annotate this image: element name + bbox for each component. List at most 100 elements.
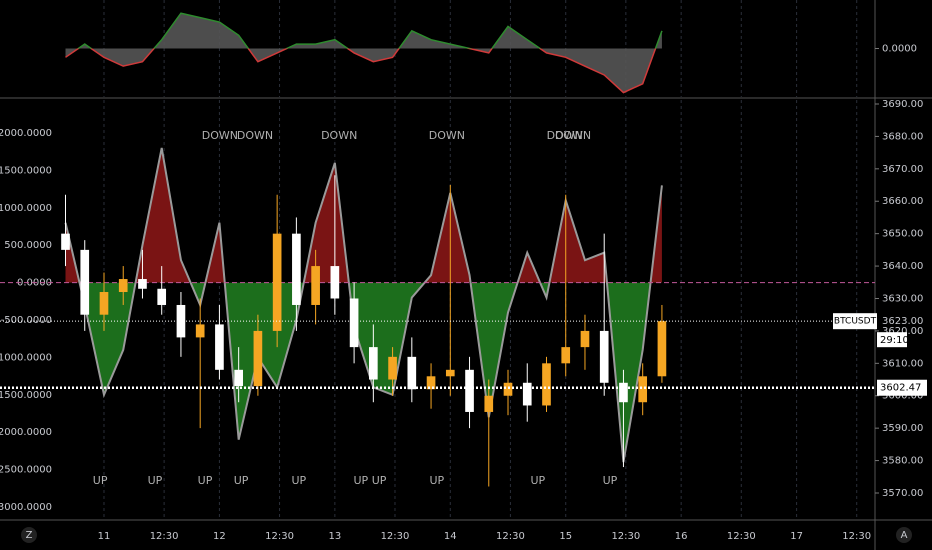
candle-body [234,369,243,387]
x-tick-label: 12 [213,531,226,542]
candle-body [61,233,70,250]
y2-tick-label: 3660.00 [882,196,923,207]
icon[interactable] [21,527,37,543]
x-tick-label: 15 [559,531,572,542]
x-tick-label: 12:30 [842,531,871,542]
price-tag [833,313,877,330]
candle-body [388,356,397,380]
y2-tick-label: 3590.00 [882,423,923,434]
y-tick-label: 1500.0000 [0,165,52,176]
candle-body [465,369,474,412]
price-name: BTCUSDT [834,317,877,327]
candle-body [542,363,551,406]
y-tick-label: -3000.0000 [0,502,52,513]
y-tick-label: -2500.0000 [0,465,52,476]
y2-tick-label: 3600.00 [882,391,923,402]
y-tick-label: -2000.0000 [0,427,52,438]
candle-body [484,395,494,412]
signal-label: UP [530,474,545,487]
candle-body [157,288,167,305]
candle-body [215,324,224,370]
candle-body [657,321,667,377]
x-tick-label: 12:30 [150,531,179,542]
y-tick-label: 500.0000 [4,240,52,251]
candle-body [619,382,628,403]
candle-body [99,292,109,315]
y-tick-label: -1500.0000 [0,390,52,401]
signal-label: DOWN [547,129,583,142]
candle-body [407,356,417,390]
x-tick-label: 12:30 [727,531,756,542]
candle-body [80,249,90,315]
signal-label: UP [353,474,368,487]
signal-label: UP [291,474,306,487]
icon-label[interactable]: Z [26,530,33,541]
y2-tick-label: 3630.00 [882,293,923,304]
y2-tick-label: 3650.00 [882,229,923,240]
candle-body [311,266,320,305]
signal-label: UP [603,474,618,487]
y2-tick-label: 3570.00 [882,488,923,499]
x-tick-label: 12:30 [611,531,640,542]
x-tick-label: 11 [98,531,111,542]
line-positive [77,12,663,49]
signal-label: UP [148,474,163,487]
y-tick-label: -500.0000 [1,315,52,326]
signal-label: UP [234,474,249,487]
signal-label: UP [429,474,444,487]
y2-tick-label: 3680.00 [882,131,923,142]
signal-label: DOWN [202,129,238,142]
icon[interactable] [896,527,912,543]
candle-body [503,382,513,396]
candle-body [138,279,147,289]
candle-body [426,376,436,390]
candle-body [349,298,359,348]
level-tag [877,379,927,396]
countdown-tag [877,332,907,348]
x-tick-label: 14 [444,531,457,542]
y2-tick-label: 3690.00 [882,99,923,110]
countdown: 29:10 [880,335,909,346]
y2-tick-label: 3670.00 [882,164,923,175]
y-tick-label: -1000.0000 [0,352,52,363]
oscillator-negative [65,282,662,463]
candle-body [580,330,590,348]
x-tick-label: 16 [675,531,688,542]
candle-body [599,330,609,383]
y-tick-label: 0.0000 [882,44,917,55]
candle-body [522,382,532,406]
candle-body [561,347,571,364]
signal-label: DOWN [429,129,465,142]
signal-label: UP [93,474,108,487]
y2-tick-label: 3580.00 [882,456,923,467]
oscillator-line [64,147,663,463]
area [65,13,662,93]
candle-body [118,279,128,293]
signal-label: UP [198,474,213,487]
x-tick-label: 12:30 [381,531,410,542]
level-label: 3602.47 [880,383,921,394]
signal-label: DOWN [237,129,273,142]
candle-body [292,233,301,305]
signal-label: UP [372,474,387,487]
icon-label[interactable]: A [901,530,908,541]
y2-tick-label: 3620.00 [882,326,923,337]
x-tick-label: 13 [328,531,341,542]
x-tick-label: 17 [790,531,803,542]
candle-body [330,266,340,299]
candle-body [272,233,282,331]
y-tick-label: 2000.0000 [0,128,52,139]
signal-label: DOWN [555,129,591,142]
x-tick-label: 12:30 [496,531,525,542]
oscillator-positive [65,147,662,283]
price-label: 3623.00 [882,316,923,327]
candle-body [369,347,378,380]
y2-tick-label: 3640.00 [882,261,923,272]
candle-body [253,330,263,387]
y-tick-label: 1000.0000 [0,203,52,214]
candle-body [638,376,648,403]
signal-label: DOWN [321,129,357,142]
y2-tick-label: 3610.00 [882,358,923,369]
candle-body [445,369,455,377]
